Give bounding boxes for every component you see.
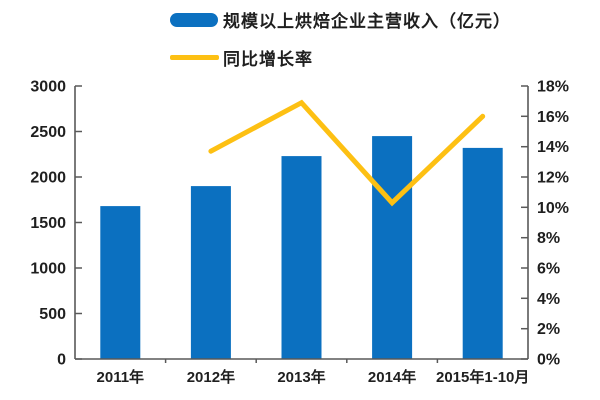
right-tick-label: 10% [537,200,569,217]
legend-item-revenue: 规模以上烘焙企业主营收入（亿元） [170,7,511,32]
left-tick-label: 2000 [30,170,66,187]
x-category-label: 2014年 [368,368,416,386]
right-tick-label: 2% [537,321,560,338]
legend-swatch-bar [170,12,218,27]
bar-2013年 [281,156,322,359]
left-tick-label: 0 [57,352,66,369]
x-category-label: 2012年 [187,368,235,386]
right-tick-label: 18% [537,79,569,96]
left-tick-label: 1000 [30,261,66,278]
bar-2011年 [100,206,141,359]
growth-rate-line [208,99,486,207]
right-tick-label: 0% [537,352,560,369]
bar-2015年1-10月 [462,147,503,359]
legend-label-growth: 同比增长率 [223,50,313,69]
right-tick-label: 12% [537,170,569,187]
x-category-label: 2015年1-10月 [436,368,529,386]
left-tick-label: 3000 [30,79,66,96]
left-tick-label: 1500 [30,215,66,232]
left-tick-label: 500 [39,306,66,323]
right-tick-label: 8% [537,230,560,247]
right-tick-label: 6% [537,261,560,278]
bar-2014年 [372,136,413,359]
right-tick-label: 14% [537,139,569,156]
right-tick-label: 16% [537,109,569,126]
x-category-label: 2013年 [277,368,325,386]
legend-swatch-line [170,55,219,60]
legend-label-revenue: 规模以上烘焙企业主营收入（亿元） [223,12,511,31]
x-category-label: 2011年 [97,368,145,386]
legend-item-growth: 同比增长率 [170,45,313,70]
left-tick-label: 2500 [30,124,66,141]
bar-2012年 [190,186,231,359]
right-tick-label: 4% [537,291,560,308]
